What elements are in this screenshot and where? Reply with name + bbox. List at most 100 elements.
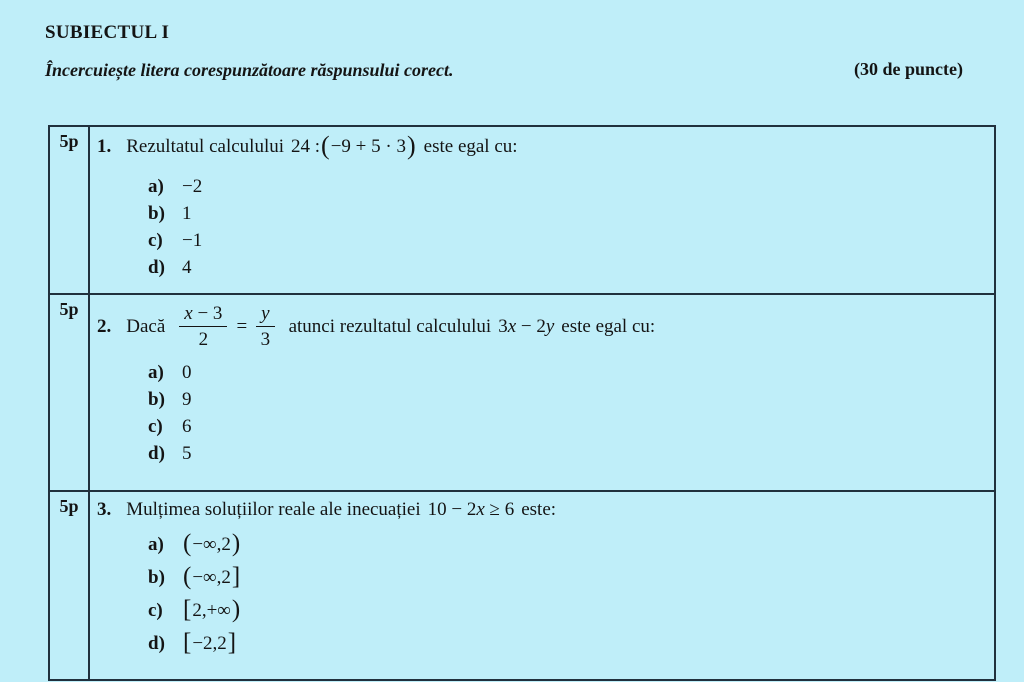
equals-sign: = — [236, 316, 248, 338]
question-tail: este egal cu: — [561, 316, 656, 338]
option-row: c) −1 — [148, 227, 984, 254]
math-expression: 10 − 2x ≥ 6 — [428, 499, 515, 521]
total-points-label: (30 de puncte) — [854, 59, 963, 79]
option-letter: b) — [148, 389, 165, 411]
interval-body: −2,2 — [192, 632, 227, 654]
fraction-numerator: y — [256, 303, 275, 327]
interval-body: −∞,2 — [192, 533, 231, 555]
fraction-denominator: 2 — [198, 328, 209, 350]
interval-open-bracket: ( — [183, 530, 192, 557]
right-paren: ) — [406, 131, 416, 160]
points-cell: 5p — [50, 295, 90, 490]
math-expression: −9 + 5 · 3 — [330, 136, 406, 157]
coefficient: 10 − 2 — [427, 499, 477, 520]
page-title: SUBIECTUL I — [45, 22, 170, 43]
option-letter: a) — [148, 362, 164, 384]
option-row: b) (−∞,2] — [148, 561, 984, 594]
question-lead: Rezultatul calculului — [126, 136, 285, 157]
question-text: 3. Mulțimea soluțiilor reale ale inecuaț… — [97, 499, 984, 521]
exam-table: 5p 1. Rezultatul calculului 24 : ( −9 + … — [48, 125, 996, 681]
option-letter: c) — [148, 416, 163, 438]
question-number: 3. — [97, 499, 112, 520]
option-row: d) 4 — [148, 254, 984, 281]
option-value: (−∞,2) — [182, 530, 241, 557]
math-expression: 24 : — [291, 136, 321, 157]
options-list: a) (−∞,2) b) (−∞,2] c) [2,+∞) d) [−2,2] — [148, 528, 984, 660]
question-row-2: 5p 2. Dacă x − 3 2 = y 3 atunci rezultat… — [50, 293, 994, 490]
interval-close-bracket: ) — [231, 530, 241, 557]
fraction-denominator: 3 — [260, 328, 271, 350]
option-letter: b) — [148, 566, 165, 588]
points-cell: 5p — [50, 492, 90, 679]
option-value: 9 — [182, 389, 192, 411]
variable: x — [184, 303, 193, 324]
option-row: d) [−2,2] — [148, 627, 984, 660]
option-letter: a) — [148, 175, 164, 197]
option-value: −1 — [182, 229, 203, 251]
option-letter: c) — [148, 599, 163, 621]
question-cell: 3. Mulțimea soluțiilor reale ale inecuaț… — [90, 492, 994, 679]
option-letter: d) — [148, 256, 165, 278]
option-row: a) (−∞,2) — [148, 528, 984, 561]
option-letter: a) — [148, 533, 164, 555]
interval-body: −∞,2 — [192, 566, 231, 588]
option-row: a) −2 — [148, 173, 984, 200]
points-cell: 5p — [50, 127, 90, 293]
coefficient: 3 — [498, 316, 508, 338]
option-letter: d) — [148, 443, 165, 465]
options-list: a) −2 b) 1 c) −1 d) 4 — [148, 173, 984, 281]
interval-open-bracket: ( — [183, 563, 192, 590]
option-row: a) 0 — [148, 360, 984, 387]
interval-body: 2,+∞ — [192, 599, 231, 621]
math-expression: − 3 — [192, 303, 223, 324]
option-letter: b) — [148, 202, 165, 224]
question-text: 2. Dacă x − 3 2 = y 3 atunci rezultatul … — [97, 304, 984, 351]
operator: − 2 — [516, 316, 546, 338]
question-number: 1. — [97, 136, 112, 157]
option-row: c) [2,+∞) — [148, 594, 984, 627]
option-value: −2 — [182, 175, 203, 197]
option-letter: c) — [148, 229, 163, 251]
option-row: b) 1 — [148, 200, 984, 227]
interval-close-bracket: ] — [231, 563, 241, 590]
variable: y — [261, 303, 270, 324]
interval-open-bracket: [ — [183, 629, 192, 656]
options-list: a) 0 b) 9 c) 6 d) 5 — [148, 360, 984, 468]
fraction: x − 3 2 — [179, 303, 228, 351]
question-tail: este: — [521, 499, 557, 520]
question-lead: Mulțimea soluțiilor reale ale inecuației — [126, 499, 421, 520]
option-letter: d) — [148, 632, 165, 654]
question-number: 2. — [97, 316, 112, 338]
fraction-numerator: x − 3 — [179, 303, 228, 327]
variable: y — [545, 316, 555, 338]
question-mid: atunci rezultatul calculului — [288, 316, 492, 338]
interval-open-bracket: [ — [183, 596, 192, 623]
math-expression: 3x − 2y — [498, 316, 554, 338]
option-value: (−∞,2] — [182, 563, 241, 590]
fraction: y 3 — [256, 303, 275, 351]
option-row: d) 5 — [148, 441, 984, 468]
option-value: [2,+∞) — [182, 596, 241, 623]
option-value: 1 — [182, 202, 192, 224]
question-row-3: 5p 3. Mulțimea soluțiilor reale ale inec… — [50, 490, 994, 679]
question-text: 1. Rezultatul calculului 24 : ( −9 + 5 ·… — [97, 131, 984, 160]
option-value: 0 — [182, 362, 192, 384]
interval-close-bracket: ) — [231, 596, 241, 623]
variable: x — [476, 499, 485, 520]
question-cell: 2. Dacă x − 3 2 = y 3 atunci rezultatul … — [90, 295, 994, 490]
option-value: 5 — [182, 443, 192, 465]
variable: x — [507, 316, 517, 338]
question-row-1: 5p 1. Rezultatul calculului 24 : ( −9 + … — [50, 127, 994, 293]
question-cell: 1. Rezultatul calculului 24 : ( −9 + 5 ·… — [90, 127, 994, 293]
question-tail: este egal cu: — [423, 136, 518, 157]
question-lead: Dacă — [126, 316, 166, 338]
instruction-text: Încercuiește litera corespunzătoare răsp… — [45, 60, 454, 80]
option-value: [−2,2] — [182, 629, 237, 656]
interval-close-bracket: ] — [227, 629, 237, 656]
option-row: b) 9 — [148, 387, 984, 414]
operator: ≥ 6 — [484, 499, 515, 520]
option-row: c) 6 — [148, 414, 984, 441]
option-value: 6 — [182, 416, 192, 438]
option-value: 4 — [182, 256, 192, 278]
